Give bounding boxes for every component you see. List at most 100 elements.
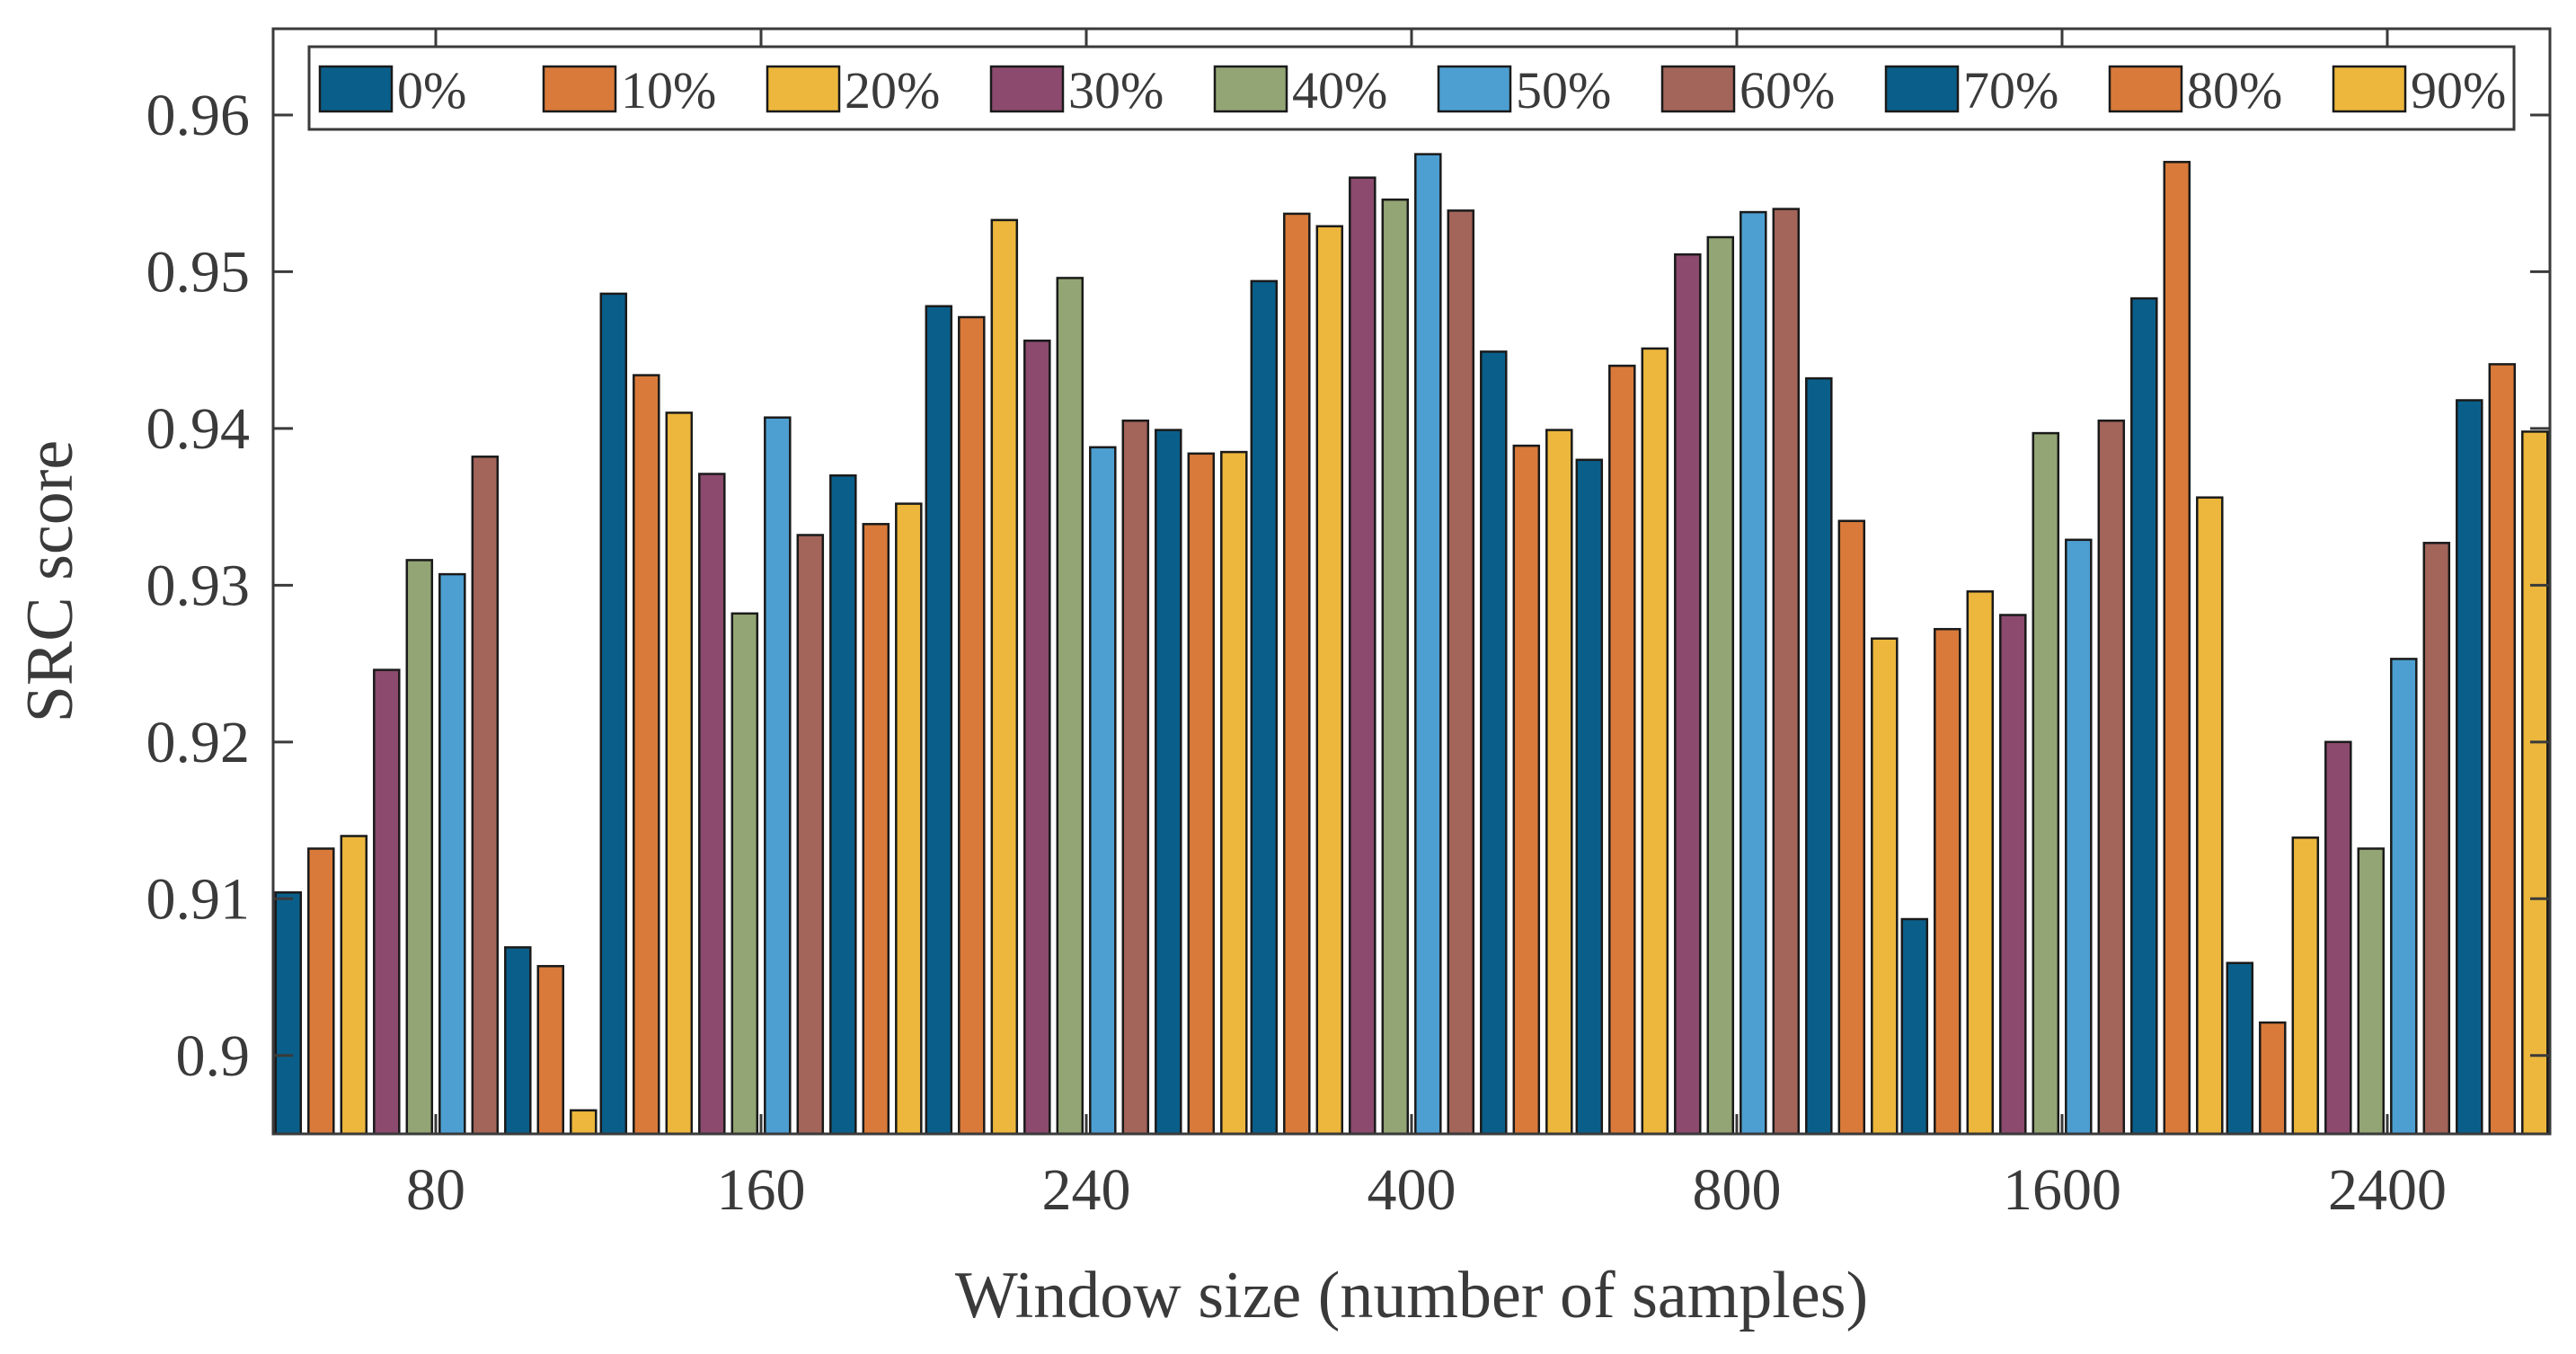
bar-80-10pct (307, 847, 335, 1136)
bar-240-20pct (990, 218, 1019, 1136)
bar-1600-80pct (2163, 161, 2191, 1136)
y-tick-label: 0.91 (146, 866, 251, 932)
bar-1600-0pct (1900, 917, 1929, 1136)
bar-160-50pct (764, 416, 792, 1136)
bar-2400-50pct (2390, 658, 2418, 1136)
bar-80-50pct (438, 572, 466, 1136)
bar-400-20pct (1315, 225, 1344, 1136)
bar-80-90pct (570, 1109, 598, 1136)
bar-2400-60pct (2422, 542, 2451, 1136)
legend-swatch-60pct (1660, 65, 1736, 113)
bar-1600-10pct (1934, 627, 1961, 1136)
legend-label: 90% (2411, 61, 2506, 119)
bar-2400-30pct (2324, 740, 2352, 1136)
y-tick-label: 0.93 (146, 553, 251, 618)
bar-80-60pct (471, 456, 500, 1136)
bar-800-50pct (1739, 210, 1767, 1136)
bar-160-90pct (895, 502, 923, 1136)
bar-160-40pct (730, 612, 759, 1136)
bar-1600-20pct (1966, 590, 1995, 1136)
legend-label: 50% (1516, 61, 1611, 119)
legend-swatch-20pct (766, 65, 841, 113)
bar-2400-10pct (2259, 1021, 2287, 1136)
legend-label: 20% (845, 61, 940, 119)
bar-400-10pct (1283, 212, 1311, 1136)
bar-240-40pct (1056, 277, 1084, 1136)
legend-swatch-90pct (2332, 65, 2407, 113)
legend-label: 70% (1963, 61, 2058, 119)
bar-80-20pct (340, 835, 368, 1136)
tick-marks (273, 29, 2550, 1134)
y-tick-label: 0.9 (176, 1023, 251, 1089)
bar-160-30pct (698, 473, 726, 1136)
legend-swatch-0pct (318, 65, 394, 113)
x-axis-label: Window size (number of samples) (955, 1259, 1868, 1332)
bar-400-90pct (1545, 429, 1573, 1136)
bar-1600-60pct (2097, 419, 2126, 1136)
bar-160-80pct (862, 523, 890, 1136)
bar-800-10pct (1608, 364, 1636, 1136)
legend-swatch-80pct (2108, 65, 2183, 113)
bar-160-10pct (633, 374, 660, 1136)
bar-1600-50pct (2065, 538, 2093, 1136)
bar-160-0pct (599, 292, 628, 1136)
bar-400-30pct (1349, 176, 1377, 1136)
bar-240-0pct (925, 305, 953, 1136)
y-axis: 0.9 0.91 0.92 0.93 0.94 0.95 0.96 (146, 83, 251, 1089)
bar-800-80pct (1837, 519, 1866, 1136)
bar-2400-70pct (2456, 399, 2483, 1136)
bar-240-30pct (1023, 339, 1051, 1136)
legend-swatch-70pct (1884, 65, 1960, 113)
bar-800-0pct (1575, 458, 1604, 1136)
legend-label: 80% (2187, 61, 2282, 119)
bar-1600-90pct (2196, 496, 2224, 1136)
bar-400-50pct (1414, 153, 1442, 1136)
bar-80-30pct (373, 668, 401, 1136)
bar-400-40pct (1381, 198, 1410, 1136)
x-tick-label: 1600 (2003, 1157, 2121, 1223)
bar-2400-80pct (2488, 363, 2517, 1136)
x-tick-label: 240 (1042, 1157, 1131, 1223)
bar-2400-0pct (2226, 961, 2254, 1136)
bar-1600-30pct (1999, 614, 2027, 1136)
bar-80-80pct (536, 965, 565, 1136)
bar-160-70pct (829, 473, 857, 1136)
legend-label: 60% (1739, 61, 1835, 119)
legend-swatch-30pct (989, 65, 1065, 113)
legend-label: 30% (1068, 61, 1164, 119)
plot-frame (271, 27, 2552, 1136)
bar-240-60pct (1121, 419, 1150, 1136)
legend-label: 40% (1292, 61, 1387, 119)
x-tick-label: 160 (717, 1157, 806, 1223)
bar-240-80pct (1187, 452, 1216, 1136)
bar-800-90pct (1871, 637, 1899, 1136)
bar-80-70pct (504, 946, 532, 1136)
bar-1600-40pct (2032, 431, 2060, 1136)
x-tick-label: 2400 (2328, 1157, 2447, 1223)
bar-240-90pct (1220, 450, 1248, 1136)
y-axis-label: SRC score (13, 440, 87, 723)
legend-box (307, 45, 2516, 131)
x-tick-label: 800 (1693, 1157, 1782, 1223)
bar-800-30pct (1674, 252, 1702, 1136)
bar-1600-70pct (2130, 296, 2158, 1136)
bar-400-80pct (1512, 444, 1541, 1136)
bar-2400-90pct (2521, 430, 2549, 1136)
bar-160-60pct (796, 534, 825, 1136)
bar-400-70pct (1480, 350, 1508, 1136)
x-axis: 80 160 240 400 800 1600 2400 (406, 1157, 2447, 1223)
bar-400-60pct (1447, 209, 1475, 1136)
y-tick-label: 0.96 (146, 83, 251, 148)
legend: 0% 10% 20% 30% 40% 50% 60% 70% 80% 90% (307, 45, 2516, 131)
bar-400-0pct (1250, 279, 1279, 1136)
bar-160-20pct (665, 412, 694, 1136)
y-tick-label: 0.95 (146, 239, 251, 305)
bars-layer (274, 153, 2549, 1136)
x-tick-label: 80 (406, 1157, 465, 1223)
bar-240-50pct (1089, 446, 1117, 1136)
legend-swatch-40pct (1213, 65, 1288, 113)
bar-800-60pct (1772, 208, 1801, 1136)
bar-2400-40pct (2357, 847, 2386, 1136)
bar-80-40pct (405, 559, 434, 1136)
